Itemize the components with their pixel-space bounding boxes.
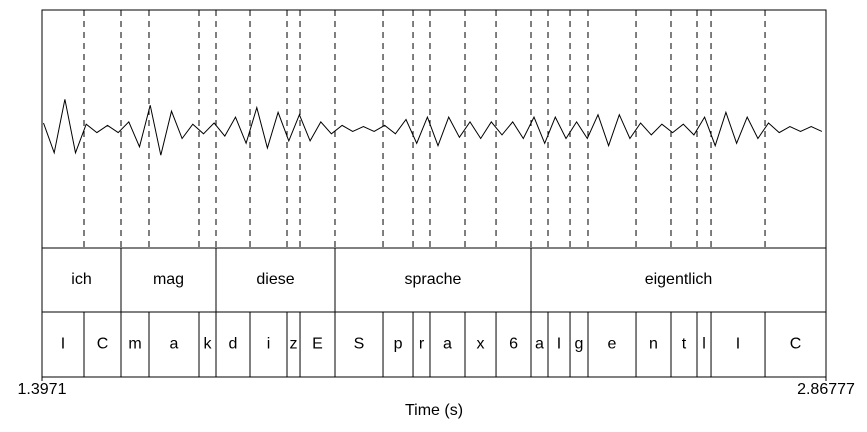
interval-label: I [736, 336, 740, 353]
interval-label: g [575, 336, 584, 353]
interval-label: e [608, 336, 617, 353]
interval-label: sprache [405, 271, 462, 288]
interval-label: I [557, 336, 561, 353]
interval-label: l [702, 336, 706, 353]
interval-label: m [128, 336, 141, 353]
interval-label: a [535, 336, 544, 353]
interval-label: k [203, 336, 212, 353]
x-tick-label: 1.3971 [18, 381, 67, 398]
interval-label: ich [71, 271, 91, 288]
interval-label: p [394, 336, 403, 353]
interval-label: z [290, 336, 298, 353]
interval-label: a [443, 336, 452, 353]
x-tick-label: 2.86777 [797, 381, 855, 398]
x-axis-label: Time (s) [405, 402, 463, 419]
interval-label: eigentlich [645, 271, 713, 288]
waveform [43, 99, 823, 156]
interval-label: diese [256, 271, 294, 288]
interval-label: E [312, 336, 323, 353]
interval-label: t [682, 336, 687, 353]
interval-label: r [419, 336, 425, 353]
interval-label: C [790, 336, 802, 353]
interval-label: mag [153, 271, 184, 288]
interval-label: a [170, 336, 179, 353]
interval-label: C [97, 336, 109, 353]
interval-label: 6 [509, 336, 518, 353]
interval-label: i [267, 336, 271, 353]
interval-label: d [229, 336, 238, 353]
interval-label: x [477, 336, 485, 353]
interval-label: I [61, 336, 65, 353]
interval-label: S [354, 336, 365, 353]
interval-label: n [649, 336, 658, 353]
frame [41, 9, 827, 378]
